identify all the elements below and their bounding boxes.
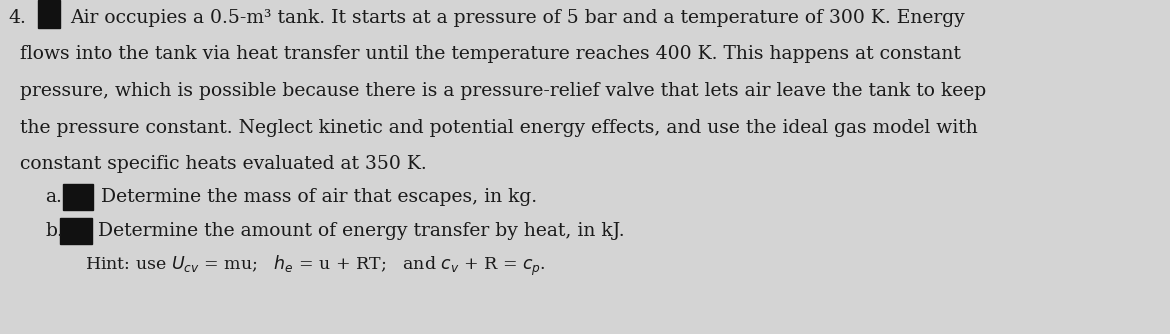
Bar [60, 218, 92, 244]
Text: Determine the amount of energy transfer by heat, in kJ.: Determine the amount of energy transfer … [98, 222, 625, 240]
Text: a.: a. [44, 187, 62, 205]
Bar [63, 183, 92, 209]
Text: Hint: use $U_{cv}$ = mu;   $h_e$ = u + RT;   and $c_v$ + R = $c_p$.: Hint: use $U_{cv}$ = mu; $h_e$ = u + RT;… [85, 254, 546, 278]
Text: b.: b. [44, 222, 63, 240]
Text: Determine the mass of air that escapes, in kg.: Determine the mass of air that escapes, … [101, 187, 537, 205]
Text: Air occupies a 0.5-m³ tank. It starts at a pressure of 5 bar and a temperature o: Air occupies a 0.5-m³ tank. It starts at… [70, 9, 965, 27]
Text: flows into the tank via heat transfer until the temperature reaches 400 K. This : flows into the tank via heat transfer un… [20, 45, 961, 63]
Text: the pressure constant. Neglect kinetic and potential energy effects, and use the: the pressure constant. Neglect kinetic a… [20, 119, 978, 137]
Text: 4.: 4. [8, 9, 26, 27]
Text: constant specific heats evaluated at 350 K.: constant specific heats evaluated at 350… [20, 155, 427, 173]
Bar [37, 0, 60, 28]
Text: pressure, which is possible because there is a pressure-relief valve that lets a: pressure, which is possible because ther… [20, 82, 986, 100]
